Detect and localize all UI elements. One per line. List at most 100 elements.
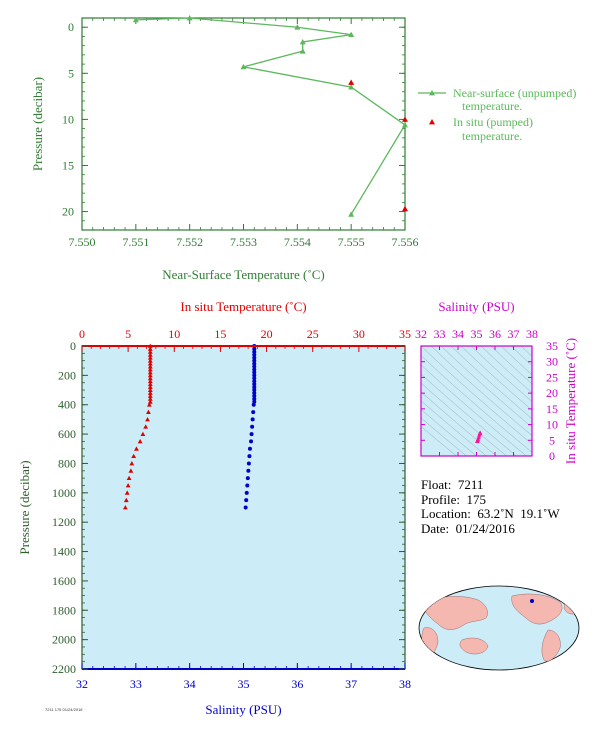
temperature-point bbox=[147, 364, 153, 369]
salinity-point bbox=[244, 490, 249, 495]
temperature-point bbox=[147, 396, 153, 401]
ts-density-contour bbox=[421, 346, 532, 445]
near-surface-chart: 7.550 7.551 7.552 7.553 7.554 7.555 7.556 0 5 10… bbox=[30, 15, 576, 282]
profile-y-tick-label: 2200 bbox=[52, 662, 76, 676]
salinity-point bbox=[245, 476, 250, 481]
temperature-point bbox=[123, 497, 129, 503]
ts-x-tick-label: 38 bbox=[526, 327, 538, 341]
salinity-point bbox=[252, 373, 257, 378]
temperature-x-tick-label: 5 bbox=[125, 327, 131, 341]
salinity-x-ticks: 32 33 34 35 36 37 38 bbox=[76, 663, 411, 691]
ts-density-contour bbox=[460, 346, 532, 411]
salinity-point bbox=[250, 424, 255, 429]
temperature-point bbox=[134, 446, 139, 451]
temperature-x-tick-label: 15 bbox=[214, 327, 226, 341]
ts-y-tick-label: 35 bbox=[546, 339, 558, 353]
temperature-point bbox=[137, 439, 143, 444]
salinity-point bbox=[252, 393, 257, 398]
float-id-text: Float: 7211 bbox=[421, 477, 484, 492]
temperature-point bbox=[147, 378, 153, 384]
location-text: Location: 63.2˚N 19.1˚W bbox=[421, 506, 560, 521]
near-surface-x-tick-label: 7.556 bbox=[392, 235, 419, 249]
near-surface-unpumped-point bbox=[240, 63, 247, 70]
salinity-point bbox=[252, 358, 257, 363]
map-landmass-asia bbox=[421, 596, 488, 630]
profile-y-axis-label: Pressure (decibar) bbox=[17, 460, 32, 554]
temperature-x-tick-label: 25 bbox=[307, 327, 319, 341]
profile-series bbox=[122, 343, 257, 510]
profile-number-text: Profile: 175 bbox=[421, 491, 486, 507]
ts-y-tick-label: 20 bbox=[546, 386, 558, 400]
near-surface-unpumped-point bbox=[299, 38, 306, 45]
salinity-x-tick-label: 35 bbox=[238, 677, 250, 691]
temperature-point bbox=[147, 381, 153, 387]
ts-density-contour bbox=[520, 346, 532, 357]
map-landmass-australia bbox=[459, 637, 489, 655]
profile-y-tick-label: 800 bbox=[58, 456, 76, 470]
map-landmass-north-america bbox=[511, 593, 563, 625]
temperature-point bbox=[147, 370, 153, 375]
salinity-point bbox=[252, 388, 257, 393]
float-info-panel: Float: 7211 Profile: 175 Location: 63.2˚… bbox=[421, 477, 560, 536]
near-surface-x-ticks: 7.550 7.551 7.552 7.553 7.554 7.555 7.556 bbox=[69, 18, 419, 249]
ts-x-ticks: 32 33 34 35 36 37 38 bbox=[415, 327, 538, 456]
near-surface-y-tick-label: 20 bbox=[62, 205, 74, 219]
salinity-point bbox=[252, 349, 257, 354]
map-float-location-marker bbox=[530, 599, 534, 603]
near-surface-x-tick-label: 7.555 bbox=[338, 235, 365, 249]
ts-x-axis-label: Salinity (PSU) bbox=[438, 299, 514, 314]
near-surface-y-tick-label: 10 bbox=[62, 112, 74, 126]
salinity-x-tick-label: 34 bbox=[184, 677, 196, 691]
temperature-point bbox=[122, 505, 128, 510]
salinity-point bbox=[251, 410, 256, 415]
temperature-point bbox=[124, 490, 130, 495]
temperature-axis-label: In situ Temperature (˚C) bbox=[180, 299, 306, 314]
near-surface-x-tick-label: 7.554 bbox=[284, 235, 311, 249]
temperature-point bbox=[147, 399, 153, 404]
near-surface-pumped-point bbox=[402, 205, 408, 212]
temperature-point bbox=[145, 417, 150, 422]
near-surface-y-tick-label: 0 bbox=[68, 20, 74, 34]
near-surface-x-tick-label: 7.552 bbox=[176, 235, 203, 249]
temperature-point bbox=[125, 483, 131, 488]
salinity-point bbox=[252, 352, 257, 357]
date-text: Date: 01/24/2016 bbox=[421, 520, 515, 536]
near-surface-unpumped-point bbox=[348, 31, 355, 37]
near-surface-y-ticks: 0 5 10 15 20 bbox=[62, 17, 405, 231]
ts-point bbox=[476, 434, 481, 439]
temperature-x-tick-label: 20 bbox=[261, 327, 273, 341]
temperature-point bbox=[143, 424, 149, 429]
ts-plot-background bbox=[421, 346, 532, 456]
ts-y-tick-label: 25 bbox=[546, 370, 558, 384]
salinity-point bbox=[252, 355, 257, 360]
temperature-point bbox=[129, 461, 135, 466]
salinity-point bbox=[252, 367, 257, 372]
near-surface-y-tick-label: 5 bbox=[68, 66, 74, 80]
salinity-point bbox=[243, 505, 248, 510]
legend-pumped-label: In situ (pumped) bbox=[453, 115, 533, 129]
near-surface-x-tick-label: 7.551 bbox=[122, 235, 149, 249]
near-surface-x-axis-label: Near-Surface Temperature (˚C) bbox=[162, 267, 324, 282]
ts-density-contour bbox=[421, 355, 532, 453]
near-surface-unpumped-point bbox=[294, 24, 301, 30]
temperature-x-tick-label: 0 bbox=[79, 327, 85, 341]
ts-y-tick-label: 15 bbox=[546, 402, 558, 416]
ts-x-tick-label: 35 bbox=[471, 327, 483, 341]
salinity-point bbox=[252, 382, 257, 387]
temperature-point bbox=[147, 387, 153, 392]
near-surface-series bbox=[132, 15, 408, 217]
near-surface-unpumped-line bbox=[135, 17, 406, 215]
profile-y-tick-label: 1600 bbox=[52, 574, 76, 588]
profile-chart: 0 5 10 15 20 25 30 35 32 33 34 35 36 37 38 0 200 400 600… bbox=[17, 299, 411, 717]
ts-point bbox=[478, 430, 483, 435]
ts-density-contour bbox=[480, 346, 532, 394]
temperature-point bbox=[147, 375, 153, 381]
temperature-point bbox=[147, 352, 153, 357]
near-surface-plot-frame bbox=[81, 17, 406, 231]
salinity-point bbox=[252, 390, 257, 395]
temperature-point bbox=[147, 384, 153, 390]
salinity-point bbox=[246, 461, 251, 466]
ts-density-contour bbox=[510, 346, 532, 367]
profile-plot-background bbox=[82, 346, 405, 669]
